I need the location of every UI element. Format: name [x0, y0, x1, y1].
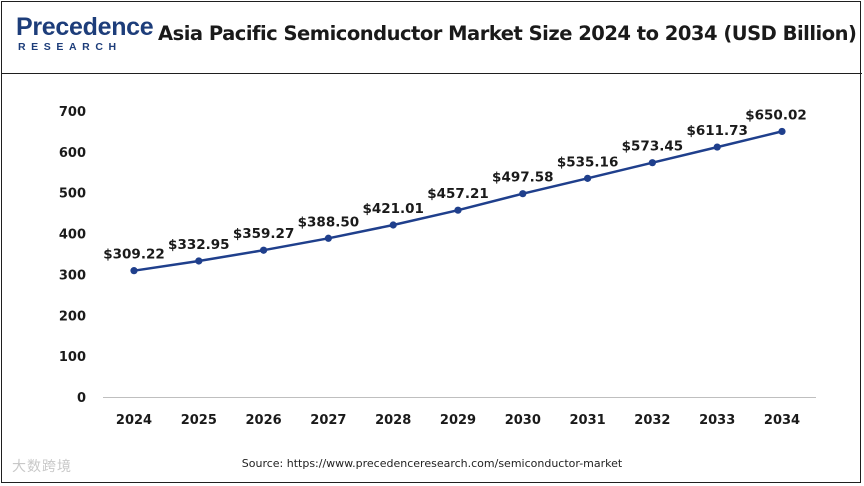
y-tick-label: 200 [59, 309, 86, 324]
x-tick-label: 2024 [116, 413, 152, 428]
logo-wordmark: Precedence [16, 13, 154, 41]
y-tick-label: 500 [59, 187, 86, 202]
x-tick-label: 2030 [505, 413, 541, 428]
x-tick-label: 2026 [246, 413, 282, 428]
x-tick-label: 2033 [699, 413, 735, 428]
x-tick-label: 2031 [570, 413, 606, 428]
data-point [324, 234, 332, 242]
watermark-text: 大数跨境 [12, 459, 72, 475]
data-label: $573.45 [622, 139, 684, 155]
data-point [260, 246, 268, 254]
data-label: $650.02 [745, 107, 807, 123]
data-point [648, 159, 657, 167]
data-label: $611.73 [686, 123, 748, 139]
data-label: $388.50 [298, 214, 360, 230]
logo-subtitle: RESEARCH [18, 41, 122, 53]
x-tick-label: 2025 [181, 413, 217, 428]
x-tick-label: 2029 [440, 413, 476, 428]
y-tick-label: 400 [59, 228, 86, 243]
data-point [584, 174, 592, 182]
data-point [195, 257, 203, 265]
x-tick-label: 2032 [634, 413, 670, 428]
source-note: Source: https://www.precedenceresearch.c… [241, 457, 623, 470]
data-point [519, 190, 527, 198]
data-label: $497.58 [492, 170, 554, 186]
data-point [713, 143, 721, 151]
data-label: $421.01 [362, 201, 424, 217]
data-point [130, 267, 138, 275]
y-tick-label: 0 [77, 391, 86, 406]
x-tick-label: 2028 [375, 413, 411, 428]
x-tick-label: 2027 [310, 413, 346, 428]
data-label: $359.27 [233, 226, 295, 242]
data-point [778, 127, 786, 136]
brand-logo: Precedence RESEARCH [16, 13, 154, 62]
data-label: $309.22 [103, 247, 165, 263]
data-point [454, 206, 462, 214]
y-tick-label: 100 [59, 350, 86, 365]
y-tick-label: 700 [59, 105, 86, 120]
header-bar: Precedence RESEARCH Asia Pacific Semicon… [2, 2, 862, 74]
data-label: $457.21 [427, 186, 489, 202]
chart-title: Asia Pacific Semiconductor Market Size 2… [158, 22, 857, 45]
y-tick-label: 300 [59, 268, 86, 283]
data-label: $332.95 [168, 237, 230, 253]
x-tick-label: 2034 [764, 413, 800, 428]
y-tick-label: 600 [59, 146, 86, 161]
data-point [389, 221, 397, 229]
data-label: $535.16 [557, 154, 619, 170]
